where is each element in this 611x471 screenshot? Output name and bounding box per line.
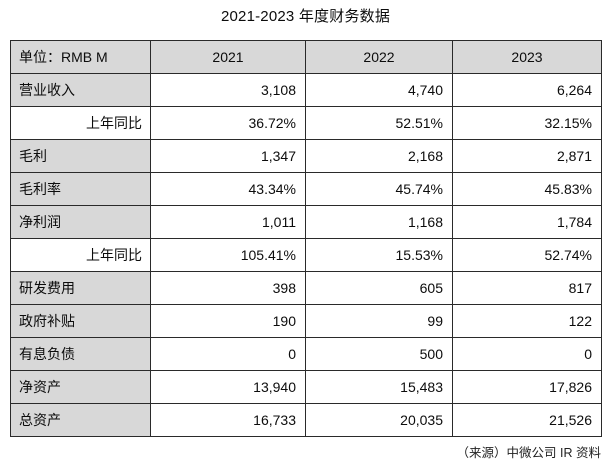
row-label: 毛利: [10, 139, 151, 173]
cell-value: 4,740: [305, 73, 453, 107]
row-label: 有息负债: [10, 337, 151, 371]
year-header-2022: 2022: [305, 40, 453, 74]
cell-value: 2,871: [452, 139, 602, 173]
cell-value: 1,011: [150, 205, 306, 239]
cell-value: 15,483: [305, 370, 453, 404]
cell-value: 16,733: [150, 403, 306, 437]
cell-value: 52.74%: [452, 238, 602, 272]
unit-header-cell: 单位：RMB M: [10, 40, 151, 74]
cell-value: 36.72%: [150, 106, 306, 140]
row-label: 净资产: [10, 370, 151, 404]
cell-value: 20,035: [305, 403, 453, 437]
source-note: （来源）中微公司 IR 资料: [456, 446, 601, 460]
cell-value: 15.53%: [305, 238, 453, 272]
table-row-rd-expense: 研发费用 398 605 817: [10, 271, 602, 305]
cell-value: 1,347: [150, 139, 306, 173]
cell-value: 122: [452, 304, 602, 338]
table-row-total-assets: 总资产 16,733 20,035 21,526: [10, 403, 602, 437]
cell-value: 43.34%: [150, 172, 306, 206]
cell-value: 500: [305, 337, 453, 371]
table-row-gov-subsidy: 政府补贴 190 99 122: [10, 304, 602, 338]
row-label: 营业收入: [10, 73, 151, 107]
row-label: 上年同比: [10, 106, 151, 140]
row-label: 毛利率: [10, 172, 151, 206]
cell-value: 817: [452, 271, 602, 305]
cell-value: 0: [150, 337, 306, 371]
cell-value: 2,168: [305, 139, 453, 173]
table-row-net-assets: 净资产 13,940 15,483 17,826: [10, 370, 602, 404]
page-title: 2021-2023 年度财务数据: [220, 8, 391, 25]
cell-value: 605: [305, 271, 453, 305]
cell-value: 0: [452, 337, 602, 371]
table-row-revenue: 营业收入 3,108 4,740 6,264: [10, 73, 602, 107]
year-header-2021: 2021: [150, 40, 306, 74]
table-row-gross-profit: 毛利 1,347 2,168 2,871: [10, 139, 602, 173]
cell-value: 3,108: [150, 73, 306, 107]
cell-value: 13,940: [150, 370, 306, 404]
row-label: 净利润: [10, 205, 151, 239]
financial-table: 单位：RMB M 2021 2022 2023 营业收入 3,108 4,740…: [10, 40, 602, 437]
table-header-row: 单位：RMB M 2021 2022 2023: [10, 40, 602, 74]
table-row-net-profit-yoy: 上年同比 105.41% 15.53% 52.74%: [10, 238, 602, 272]
row-label: 研发费用: [10, 271, 151, 305]
cell-value: 21,526: [452, 403, 602, 437]
cell-value: 1,168: [305, 205, 453, 239]
table-row-gross-margin: 毛利率 43.34% 45.74% 45.83%: [10, 172, 602, 206]
cell-value: 105.41%: [150, 238, 306, 272]
cell-value: 398: [150, 271, 306, 305]
row-label: 政府补贴: [10, 304, 151, 338]
table-row-revenue-yoy: 上年同比 36.72% 52.51% 32.15%: [10, 106, 602, 140]
cell-value: 17,826: [452, 370, 602, 404]
cell-value: 45.74%: [305, 172, 453, 206]
year-header-2023: 2023: [452, 40, 602, 74]
table-row-interest-debt: 有息负债 0 500 0: [10, 337, 602, 371]
cell-value: 1,784: [452, 205, 602, 239]
cell-value: 99: [305, 304, 453, 338]
cell-value: 190: [150, 304, 306, 338]
cell-value: 45.83%: [452, 172, 602, 206]
cell-value: 52.51%: [305, 106, 453, 140]
cell-value: 32.15%: [452, 106, 602, 140]
table-row-net-profit: 净利润 1,011 1,168 1,784: [10, 205, 602, 239]
row-label: 总资产: [10, 403, 151, 437]
row-label: 上年同比: [10, 238, 151, 272]
cell-value: 6,264: [452, 73, 602, 107]
